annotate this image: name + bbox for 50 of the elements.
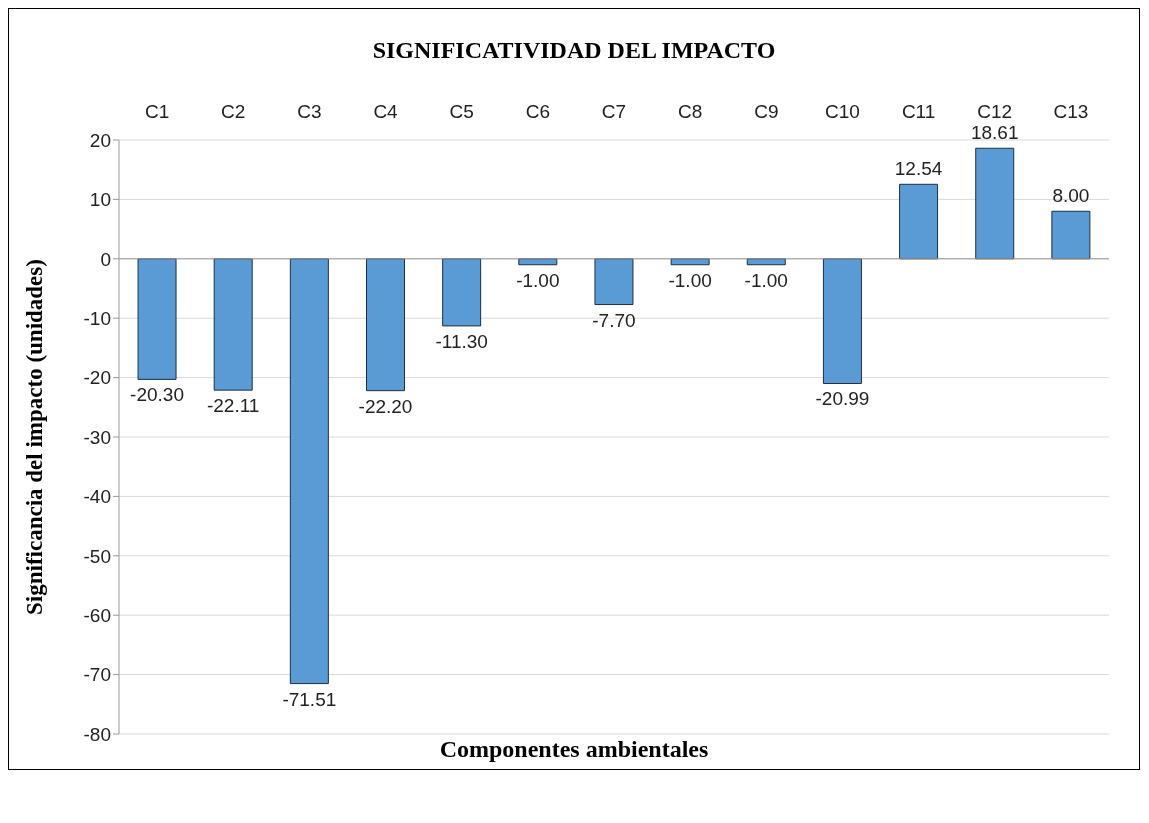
data-label: -20.99 <box>815 388 870 410</box>
bar <box>289 258 329 685</box>
x-tick-label: C4 <box>373 101 399 122</box>
data-label: -11.30 <box>435 330 488 352</box>
x-tick-label: C3 <box>297 101 322 122</box>
bar <box>975 147 1015 260</box>
y-tick-label: -10 <box>83 307 111 329</box>
x-tick-label: C5 <box>449 101 474 122</box>
x-axis-title: Componentes ambientales <box>439 736 709 762</box>
x-tick-label: C9 <box>754 101 779 122</box>
chart-title: SIGNIFICATIVIDAD DEL IMPACTO <box>371 36 777 65</box>
y-tick-label: 10 <box>89 189 111 211</box>
y-tick-label: -60 <box>83 604 111 626</box>
data-label: -20.30 <box>130 384 184 406</box>
data-label: -22.20 <box>358 395 413 417</box>
bar <box>213 258 253 391</box>
x-tick-label: C11 <box>901 101 936 122</box>
bar <box>822 258 862 384</box>
y-tick-label: -20 <box>83 367 111 389</box>
x-tick-label: C10 <box>825 101 860 122</box>
x-tick-label: C2 <box>221 101 246 122</box>
data-label: 12.54 <box>894 158 943 180</box>
y-tick-label: -80 <box>83 723 111 745</box>
data-label: -1.00 <box>668 269 712 291</box>
data-label: -7.70 <box>592 309 636 331</box>
y-tick-label: -70 <box>83 664 111 686</box>
x-tick-label: C7 <box>601 101 627 122</box>
y-tick-label: -40 <box>83 486 111 508</box>
y-tick-label: 20 <box>89 129 111 151</box>
bar <box>366 258 405 392</box>
bar <box>594 258 634 306</box>
bar <box>442 258 482 327</box>
x-tick-label: C12 <box>977 101 1013 122</box>
x-tick-label: C13 <box>1053 101 1089 122</box>
data-label: -22.11 <box>206 395 260 417</box>
data-label: 8.00 <box>1052 185 1090 207</box>
x-tick-label: C6 <box>525 101 550 122</box>
data-label: 18.61 <box>970 122 1019 144</box>
data-label: -71.51 <box>282 688 337 710</box>
y-axis-title: Significancia del impacto (unidades) <box>22 259 48 615</box>
data-label: -1.00 <box>516 269 560 291</box>
data-label: -1.00 <box>744 269 788 291</box>
bar <box>899 183 939 260</box>
y-tick-label: -50 <box>83 545 111 567</box>
bar <box>137 258 177 380</box>
x-tick-label: C1 <box>144 101 170 122</box>
bar <box>1051 210 1091 260</box>
x-tick-label: C8 <box>678 101 703 122</box>
y-tick-label: -30 <box>83 426 111 448</box>
y-tick-label: 0 <box>100 248 111 270</box>
